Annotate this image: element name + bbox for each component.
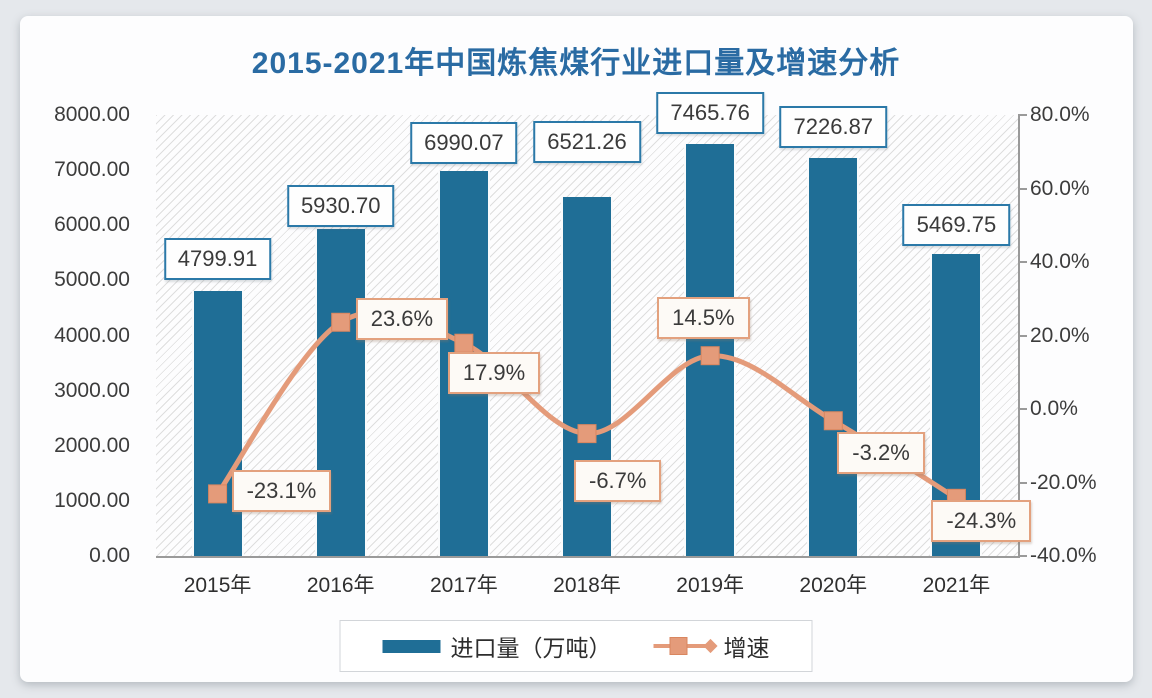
line-value-label: -6.7%	[574, 459, 662, 502]
y-axis-tick-label: 7000.00	[54, 158, 130, 182]
legend-item-imports: 进口量（万吨）	[382, 629, 612, 663]
y2-axis-tick-label: -20.0%	[1030, 470, 1097, 494]
y-axis-tick-label: 6000.00	[54, 213, 130, 237]
line-series-swatch	[653, 636, 718, 656]
bar	[561, 196, 613, 556]
line-value-label: -23.1%	[231, 469, 332, 512]
x-axis-line	[156, 556, 1020, 558]
line-value-label: 17.9%	[447, 352, 541, 395]
bar-value-label: 5930.70	[286, 185, 395, 228]
line-value-label: -3.2%	[837, 431, 925, 474]
y-axis-tick-label: 5000.00	[54, 268, 130, 292]
right-axis-tick	[1018, 261, 1027, 263]
y-axis-tick-label: 2000.00	[54, 433, 130, 457]
x-axis-tick-label: 2021年	[922, 574, 991, 597]
bar	[684, 144, 737, 556]
x-axis-tick-label: 2018年	[553, 574, 621, 597]
right-axis-tick	[1018, 555, 1027, 557]
right-axis-tick	[1018, 114, 1027, 116]
bar-value-label: 7226.87	[779, 105, 888, 148]
x-axis-tick-label: 2016年	[306, 574, 375, 597]
legend-label-growth: 增速	[723, 635, 770, 661]
bar-value-label: 4799.91	[163, 238, 272, 281]
x-axis-tick-label: 2020年	[799, 574, 868, 597]
bar-value-label: 6521.26	[533, 120, 641, 163]
right-axis-tick	[1018, 481, 1027, 484]
line-value-label: 14.5%	[657, 296, 750, 339]
legend: 进口量（万吨） 增速	[339, 620, 813, 672]
y-axis-tick-label: 4000.00	[54, 323, 130, 347]
bar-value-label: 5469.75	[902, 204, 1011, 247]
bar-value-label: 7465.76	[656, 92, 764, 135]
right-axis-tick	[1018, 187, 1027, 190]
y2-axis-tick-label: 80.0%	[1030, 103, 1090, 126]
y-axis-tick-label: 0.00	[89, 544, 130, 567]
y2-axis-tick-label: -40.0%	[1030, 544, 1097, 567]
chart-title: 2015-2021年中国炼焦煤行业进口量及增速分析	[251, 47, 901, 80]
bar-value-label: 6990.07	[410, 121, 518, 164]
bar	[807, 157, 860, 556]
right-axis-tick	[1018, 334, 1027, 337]
x-axis-tick-label: 2019年	[676, 574, 744, 597]
y2-axis-tick-label: 20.0%	[1030, 323, 1090, 347]
bar-series-swatch	[382, 639, 441, 653]
square-marker-icon	[669, 637, 688, 655]
legend-item-growth: 增速	[653, 629, 770, 663]
y-axis-tick-label: 1000.00	[54, 488, 130, 512]
line-value-label: -24.3%	[931, 500, 1032, 543]
bar	[191, 291, 244, 556]
line-value-label: 23.6%	[355, 298, 449, 341]
y-axis-tick-label: 8000.00	[54, 103, 130, 126]
legend-label-imports: 进口量（万吨）	[450, 635, 612, 661]
diamond-marker-icon	[703, 638, 718, 654]
y-axis-tick-label: 3000.00	[54, 378, 130, 402]
x-axis-tick-label: 2015年	[183, 574, 252, 597]
x-axis-tick-label: 2017年	[429, 574, 498, 597]
right-axis-tick	[1018, 408, 1027, 410]
y2-axis-tick-label: 60.0%	[1030, 176, 1090, 200]
y2-axis-tick-label: 40.0%	[1030, 250, 1090, 273]
y2-axis-tick-label: 0.0%	[1030, 397, 1078, 420]
